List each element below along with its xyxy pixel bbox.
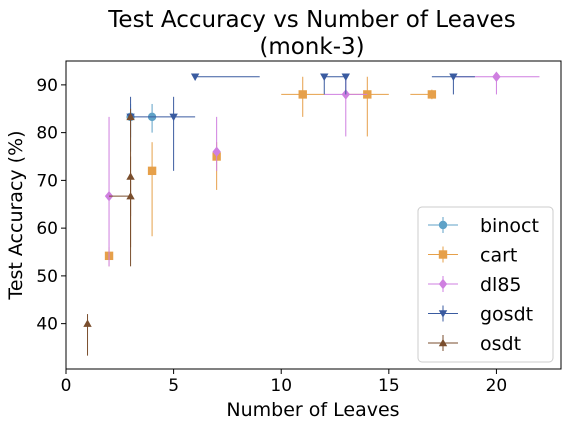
data-point <box>298 90 307 99</box>
data-point <box>190 73 200 81</box>
plot-area <box>83 71 540 356</box>
series-cart <box>104 76 437 267</box>
x-axis-label: Number of Leaves <box>226 399 399 421</box>
series-osdt <box>83 108 135 356</box>
legend-item-osdt: osdt <box>428 333 521 355</box>
series-gosdt <box>126 73 475 171</box>
data-point <box>83 319 92 327</box>
data-point <box>169 113 178 122</box>
data-point <box>104 190 114 202</box>
legend: binoct cart dl85 gosdt osdt <box>417 206 554 363</box>
x-tick-label: 10 <box>270 376 292 396</box>
data-point <box>449 73 458 81</box>
legend-marker <box>438 250 448 259</box>
legend-marker <box>438 220 448 230</box>
y-tick-label: 60 <box>36 219 58 239</box>
legend-marker <box>438 278 448 290</box>
data-point <box>126 112 135 121</box>
legend-label: binoct <box>480 215 539 237</box>
data-point <box>427 90 437 99</box>
data-point <box>147 166 157 176</box>
y-tick-label: 40 <box>36 315 58 335</box>
legend-label: gosdt <box>480 304 533 326</box>
x-tick-label: 0 <box>61 376 72 396</box>
x-tick-label: 15 <box>378 376 400 396</box>
legend-item-dl85: dl85 <box>428 274 522 296</box>
legend-box <box>417 206 554 363</box>
data-point <box>341 73 350 81</box>
x-axis: 0 5 10 15 20 <box>61 369 508 396</box>
data-point <box>492 71 501 82</box>
legend-label: cart <box>480 245 517 267</box>
x-tick-label: 5 <box>168 376 179 396</box>
legend-marker <box>438 338 448 347</box>
legend-marker <box>438 310 448 318</box>
y-tick-label: 70 <box>36 171 58 191</box>
y-tick-label: 80 <box>36 124 58 144</box>
chart-subtitle: (monk-3) <box>259 34 364 60</box>
axes-frame <box>65 60 562 370</box>
y-tick-label: 50 <box>36 267 58 287</box>
chart-title: Test Accuracy vs Number of Leaves <box>107 7 515 33</box>
legend-item-binoct: binoct <box>428 215 539 237</box>
y-tick-label: 90 <box>36 76 58 96</box>
data-point <box>341 89 350 100</box>
y-axis: 40 50 60 70 80 90 <box>36 76 66 335</box>
x-tick-label: 20 <box>486 376 508 396</box>
legend-item-gosdt: gosdt <box>428 304 533 326</box>
legend-label: osdt <box>480 333 521 355</box>
y-axis-label: Test Accuracy (%) <box>5 130 27 300</box>
legend-label: dl85 <box>480 274 522 296</box>
data-point <box>212 146 221 157</box>
legend-item-cart: cart <box>428 245 517 267</box>
